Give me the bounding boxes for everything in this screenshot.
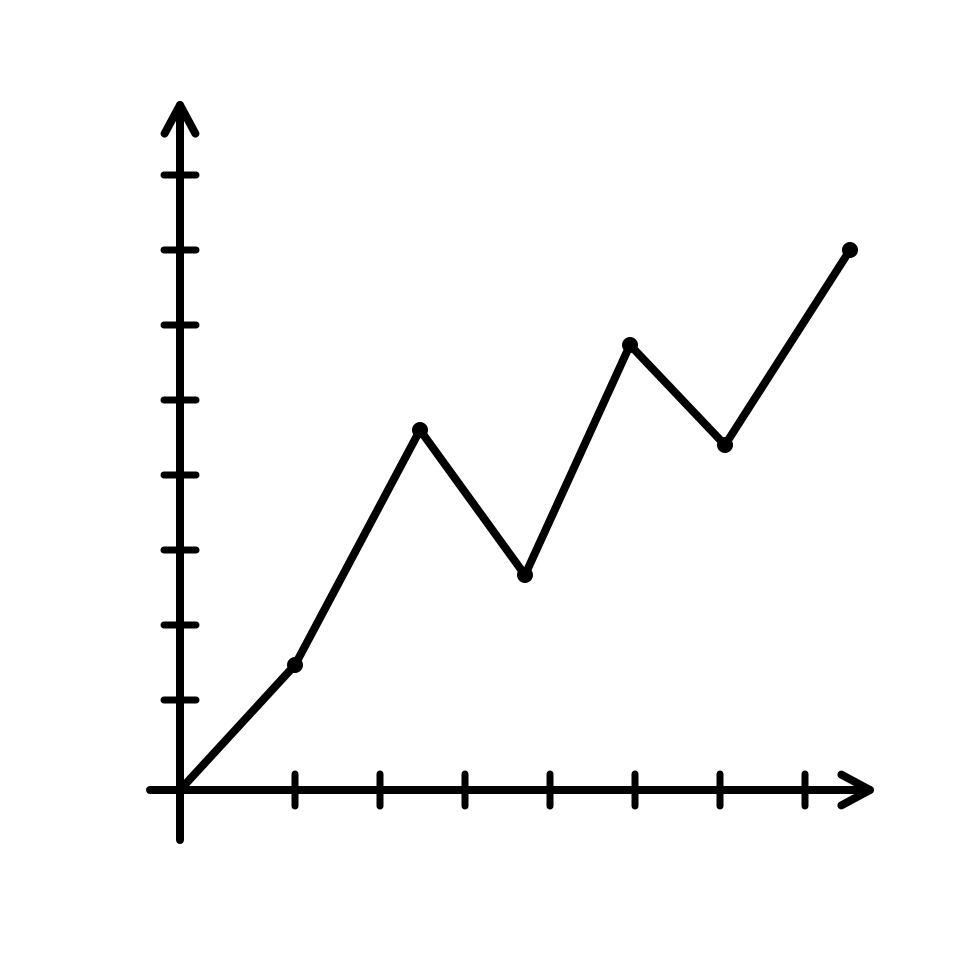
data-point-marker [517,567,533,583]
data-point-marker [717,437,733,453]
data-point-marker [842,242,858,258]
line-chart [0,0,980,980]
data-point-marker [287,657,303,673]
data-point-marker [412,422,428,438]
data-point-marker [622,337,638,353]
